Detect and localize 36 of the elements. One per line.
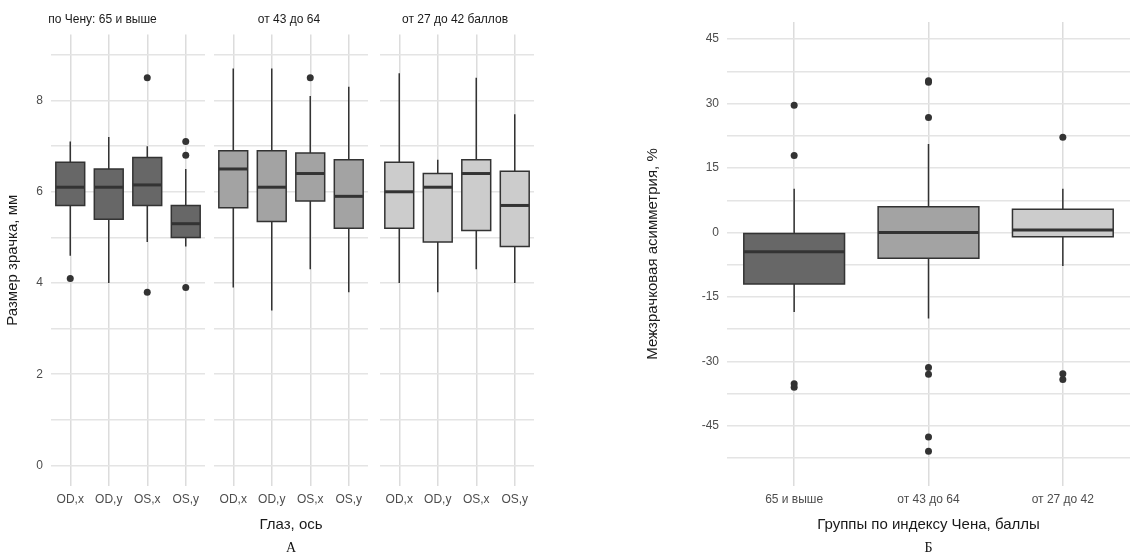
x-tick-label: OD,x xyxy=(385,491,413,506)
x-tick-label: OD,x xyxy=(56,491,84,506)
x-tick-label: OD,y xyxy=(424,491,452,506)
chart-title: от 27 до 42 баллов xyxy=(401,11,509,26)
y-tick-label: 2 xyxy=(36,366,44,381)
y-tick-label: 4 xyxy=(36,275,44,290)
x-axis-title: Группы по индексу Чена, баллы xyxy=(817,515,1040,533)
x-axis-title: Глаз, ось xyxy=(259,515,323,533)
y-tick-label: 45 xyxy=(705,31,720,46)
y-tick-label: 0 xyxy=(36,457,44,472)
y-tick-label: 15 xyxy=(705,160,720,175)
x-tick-label: OS,x xyxy=(296,491,324,506)
x-tick-label: OS,x xyxy=(462,491,490,506)
y-tick-label: -30 xyxy=(701,353,720,368)
text: А xyxy=(285,539,297,555)
y-tick-label: -15 xyxy=(701,289,720,304)
y-tick-label: 0 xyxy=(712,224,720,239)
y-axis-title: Размер зрачка, мм xyxy=(3,194,21,326)
y-tick-label: 6 xyxy=(36,184,44,199)
x-tick-label: OD,y xyxy=(95,491,123,506)
x-tick-label: OS,x xyxy=(133,491,161,506)
x-tick-label: от 27 до 42 xyxy=(1031,491,1095,506)
x-tick-label: OD,y xyxy=(258,491,286,506)
y-tick-label: 30 xyxy=(705,95,720,110)
y-axis-title: Межзрачковая асимметрия, % xyxy=(643,148,661,360)
text: Б xyxy=(924,539,933,555)
x-tick-label: OS,y xyxy=(172,491,200,506)
chart-title: по Чену: 65 и выше xyxy=(48,11,158,26)
y-tick-label: 8 xyxy=(36,92,44,107)
x-tick-label: OS,y xyxy=(501,491,529,506)
x-tick-label: 65 и выше xyxy=(765,491,824,506)
y-tick-label: -45 xyxy=(701,418,720,433)
x-tick-label: OS,y xyxy=(335,491,363,506)
x-tick-label: от 43 до 64 xyxy=(897,491,960,506)
x-tick-label: OD,x xyxy=(219,491,247,506)
chart-title: от 43 до 64 xyxy=(257,11,321,26)
